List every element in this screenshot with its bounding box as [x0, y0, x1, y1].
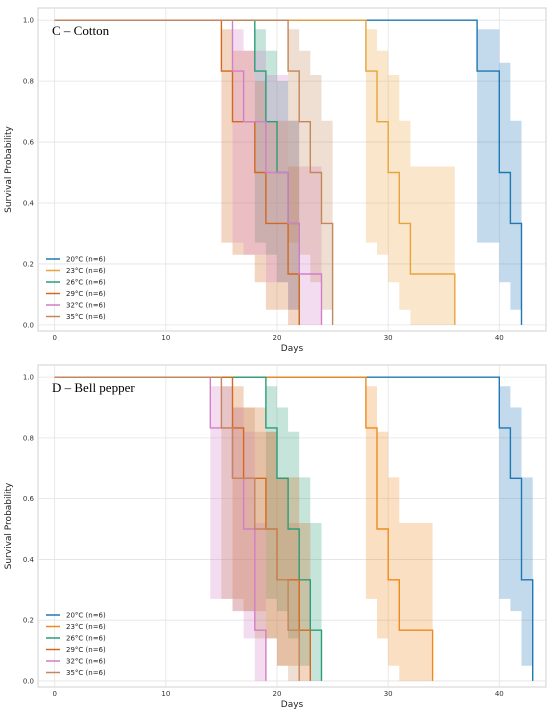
plot-area [37, 364, 547, 688]
legend-label-0: 20°C (n=6) [66, 256, 106, 264]
y-tick-label: 0.4 [23, 556, 35, 564]
survival-line-5 [54, 19, 334, 325]
legend-label-1: 23°C (n=6) [66, 267, 106, 275]
plot-area [37, 7, 547, 332]
y-tick-label: 0.2 [23, 617, 34, 625]
panel-title: C – Cotton [52, 23, 110, 38]
y-axis-label: Survival Probability [4, 125, 14, 212]
x-axis-label: Days [281, 344, 304, 354]
x-tick-label: 30 [384, 690, 393, 698]
y-tick-label: 0.8 [23, 434, 34, 442]
survival-line-0 [54, 376, 534, 681]
chart-panel-1: 0 10 20 30 40 0.0 0.2 0.4 0.6 0.8 1.0 Days Survival … [4, 364, 547, 710]
legend-label-3: 29°C (n=6) [66, 646, 106, 654]
legend-label-5: 35°C (n=6) [66, 313, 106, 321]
y-axis-label: Survival Probability [4, 482, 14, 569]
y-tick-label: 0.0 [23, 677, 34, 685]
y-tick-label: 0.8 [23, 78, 34, 86]
x-tick-label: 20 [273, 334, 282, 342]
y-tick-label: 0.6 [23, 139, 35, 147]
y-tick-label: 1.0 [23, 17, 34, 25]
survival-line-1 [54, 19, 456, 325]
y-tick-label: 0.4 [23, 200, 35, 208]
panel-title: D – Bell pepper [52, 380, 135, 395]
survival-line-1 [54, 376, 434, 681]
legend-label-0: 20°C (n=6) [66, 612, 106, 620]
ci-band-1 [54, 20, 455, 325]
x-tick-label: 40 [495, 334, 504, 342]
ci-band-3 [54, 377, 311, 681]
legend-label-2: 26°C (n=6) [66, 279, 106, 287]
legend-label-4: 32°C (n=6) [66, 658, 106, 666]
y-tick-label: 0.2 [23, 260, 34, 268]
x-tick-label: 10 [161, 690, 170, 698]
x-tick-label: 40 [495, 690, 504, 698]
ci-band-1 [54, 377, 433, 681]
legend-label-2: 26°C (n=6) [66, 635, 106, 643]
x-tick-label: 0 [52, 334, 56, 342]
survival-line-5 [54, 376, 300, 681]
legend-label-5: 35°C (n=6) [66, 669, 106, 677]
x-tick-label: 10 [161, 334, 170, 342]
legend-label-3: 29°C (n=6) [66, 290, 106, 298]
survival-line-3 [54, 19, 300, 325]
y-tick-label: 0.6 [23, 495, 35, 503]
x-tick-label: 0 [52, 690, 56, 698]
ci-band-3 [54, 20, 300, 325]
survival-line-0 [54, 19, 523, 325]
x-tick-label: 30 [384, 334, 393, 342]
x-tick-label: 20 [273, 690, 282, 698]
x-axis-label: Days [281, 700, 304, 710]
ci-band-5 [54, 377, 300, 681]
legend-label-1: 23°C (n=6) [66, 623, 106, 631]
ci-band-4 [54, 20, 322, 325]
y-tick-label: 0.0 [23, 321, 34, 329]
chart-panel-0: 0 10 20 30 40 0.0 0.2 0.4 0.6 0.8 1.0 Days Survival … [4, 7, 547, 354]
survival-line-4 [54, 19, 323, 325]
ci-band-4 [54, 377, 266, 681]
legend-label-4: 32°C (n=6) [66, 302, 106, 310]
y-tick-label: 1.0 [23, 374, 34, 382]
